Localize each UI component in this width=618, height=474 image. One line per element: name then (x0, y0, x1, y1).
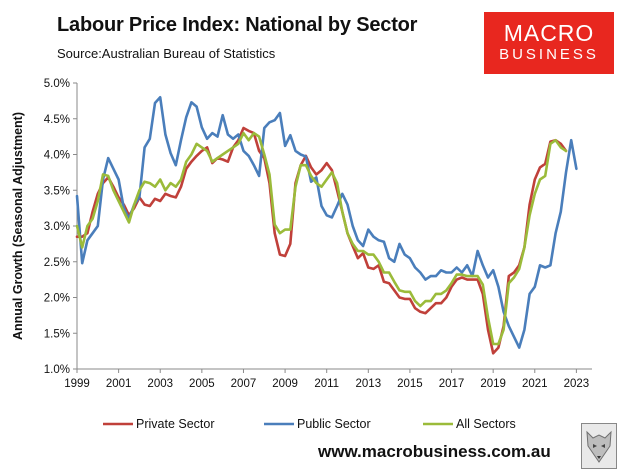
y-tick-label: 3.5% (44, 185, 70, 197)
y-tick-label: 1.5% (44, 328, 70, 340)
x-tick-label: 2017 (439, 378, 465, 390)
y-tick-label: 2.5% (44, 257, 70, 269)
chart-title: Labour Price Index: National by Sector (57, 14, 418, 36)
x-tick-label: 2007 (231, 378, 257, 390)
source-note: Source:Australian Bureau of Statistics (57, 46, 276, 61)
chart-axes: 1.0% 1.5% 2.0% 2.5% 3.0% 3.5% 4.0% 4.5% 5.0% 1999… (44, 78, 592, 390)
x-tick-label: 2019 (480, 378, 506, 390)
x-tick-label: 2003 (147, 378, 173, 390)
chart-series (75, 96, 578, 355)
y-tick-label: 2.0% (44, 293, 70, 305)
y-tick-label: 4.5% (44, 114, 70, 126)
x-tick-label: 2009 (272, 378, 298, 390)
legend-label-private: Private Sector (136, 417, 215, 431)
y-tick-label: 4.0% (44, 150, 70, 162)
x-tick-label: 1999 (64, 378, 90, 390)
y-tick-label: 3.0% (44, 221, 70, 233)
logo-line-2: BUSINESS (499, 46, 599, 63)
fox-logo-icon (581, 423, 617, 469)
series-line-private (75, 126, 568, 355)
series-line-public (75, 96, 578, 349)
series-line-all (75, 131, 568, 346)
x-tick-label: 2001 (106, 378, 132, 390)
chart-legend: Private Sector Public Sector All Sectors (103, 417, 516, 431)
legend-label-public: Public Sector (297, 417, 371, 431)
x-tick-label: 2011 (314, 378, 339, 390)
legend-label-all: All Sectors (456, 417, 516, 431)
y-tick-label: 5.0% (44, 78, 70, 90)
macro-business-logo: MACRO BUSINESS (484, 12, 614, 74)
website-url: www.macrobusiness.com.au (318, 442, 551, 461)
x-tick-label: 2015 (397, 378, 423, 390)
x-tick-label: 2013 (356, 378, 382, 390)
y-axis-label: Annual Growth (Seasonal Adjustment) (11, 112, 25, 340)
x-tick-label: 2005 (189, 378, 215, 390)
logo-line-1: MACRO (503, 20, 595, 46)
y-tick-label: 1.0% (44, 364, 70, 376)
x-tick-label: 2021 (522, 378, 548, 390)
x-tick-label: 2023 (564, 378, 590, 390)
